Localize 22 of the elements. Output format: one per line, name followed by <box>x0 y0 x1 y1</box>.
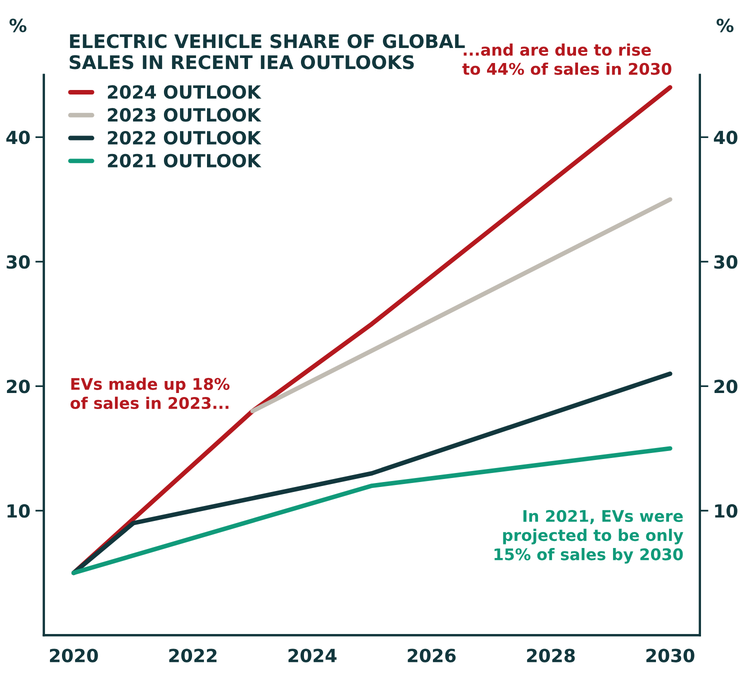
legend-label: 2022 OUTLOOK <box>108 130 262 145</box>
x-tick-label: 2024 <box>288 648 337 662</box>
y2-tick-label: 10 <box>715 504 738 518</box>
y2-tick-label: 30 <box>714 255 738 269</box>
x-tick-label: 2028 <box>527 648 575 662</box>
annotation: In 2021, EVs were projected to be only 15% of sales by 2030 <box>494 510 684 564</box>
annotation: EVs made up 18% of sales in 2023... <box>70 378 230 410</box>
x-tick-label: 2026 <box>408 648 456 662</box>
legend-label: 2024 OUTLOOK <box>108 85 262 99</box>
y-tick-label: 30 <box>6 255 30 269</box>
y-tick-label: 20 <box>6 380 30 394</box>
y-axis-title: % <box>9 18 26 32</box>
y2-axis-title: % <box>716 18 734 32</box>
y-tick-label: 40 <box>6 130 30 144</box>
x-tick-label: 2022 <box>169 648 216 662</box>
legend-label: 2021 OUTLOOK <box>108 154 262 168</box>
x-tick-label: 2030 <box>646 648 694 662</box>
legend-label: 2023 OUTLOOK <box>108 108 262 122</box>
x-tick-label: 2020 <box>50 648 98 662</box>
y2-tick-label: 20 <box>714 380 738 394</box>
y2-tick-label: 40 <box>714 130 738 144</box>
y-tick-label: 10 <box>8 504 30 518</box>
